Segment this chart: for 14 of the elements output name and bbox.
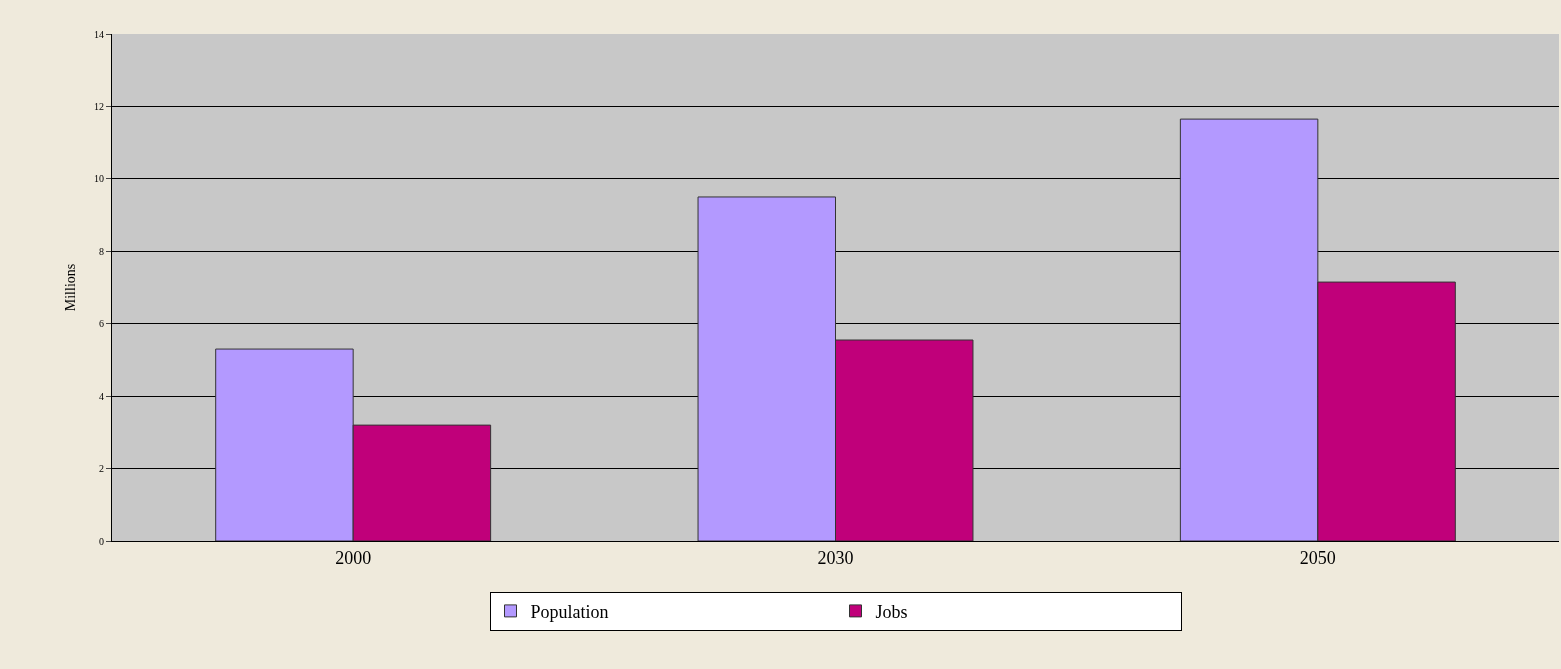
x-tick-label: 2050 <box>1299 547 1336 568</box>
legend-label: Population <box>530 601 609 622</box>
y-axis-title: Millions <box>62 263 78 312</box>
y-tick-label: 14 <box>94 28 104 40</box>
x-tick-label: 2030 <box>817 547 854 568</box>
y-tick-label: 10 <box>94 173 104 185</box>
legend-label: Jobs <box>875 601 908 622</box>
y-tick-label: 2 <box>99 463 104 475</box>
y-tick-label: 6 <box>99 318 104 330</box>
x-tick-label: 2000 <box>335 547 372 568</box>
y-tick-label: 12 <box>94 100 104 112</box>
y-tick-label: 0 <box>99 535 104 547</box>
y-tick-label: 4 <box>99 390 104 402</box>
y-tick-label: 8 <box>99 245 104 257</box>
